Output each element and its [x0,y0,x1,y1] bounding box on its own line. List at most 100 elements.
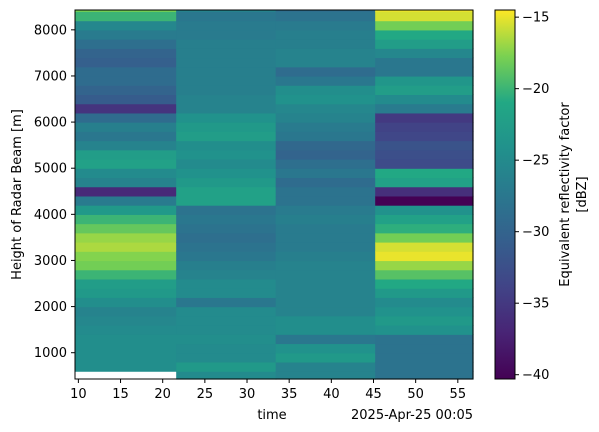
heatmap-cell-1-31 [176,85,277,96]
heatmap-cell-3-8 [375,297,474,308]
heatmap-cell-1-36 [176,39,277,49]
heatmap-cell-2-3 [275,343,376,354]
colorbar-tick-label: −30 [522,225,549,240]
x-tick-label: 20 [154,387,171,402]
heatmap-cell-1-37 [176,29,277,40]
heatmap-cell-2-39 [275,11,376,22]
heatmap-cell-2-16 [275,223,376,234]
heatmap-cell-3-22 [375,168,474,179]
heatmap-cell-2-31 [275,85,376,96]
heatmap-cell-1-3 [176,343,277,354]
heatmap-cell-3-29 [375,103,474,114]
heatmap-cell-1-40 [176,10,277,12]
heatmap-cell-0-36 [75,29,177,40]
heatmap-cell-3-40 [375,10,474,12]
heatmap-cell-3-6 [375,315,474,326]
x-tick-label: 35 [281,387,298,402]
heatmap-cell-1-13 [176,251,277,262]
heatmap-cell-2-11 [275,269,376,280]
heatmap-cell-2-19 [275,195,376,206]
heatmap-cell-2-8 [275,297,376,308]
heatmap-cell-3-32 [375,75,474,86]
heatmap-cell-0-18 [75,195,177,206]
y-tick-label: 3000 [34,254,67,269]
y-tick-label: 6000 [34,116,67,131]
heatmap-cell-2-9 [275,288,376,298]
x-tick-label: 30 [239,387,256,402]
colorbar-ticks: −40 −35 −30 −25 −20 −15 [515,11,549,383]
heatmap-cell-2-12 [275,260,376,271]
heatmap-cell-2-30 [275,94,376,105]
heatmap-cell-0-6 [75,306,177,317]
x-tick-label: 55 [450,387,467,402]
heatmap-cell-0-29 [75,94,177,105]
heatmap-cell-1-18 [176,205,277,215]
heatmap-cell-2-26 [275,131,376,142]
heatmap-cell-3-17 [375,214,474,225]
heatmap-cell-0-8 [75,288,177,298]
heatmap-cell-3-0 [375,371,474,380]
heatmap-cell-2-36 [275,39,376,49]
heatmap-cell-0-33 [75,57,177,68]
heatmap-cell-0-24 [75,140,177,151]
colorbar-tick-label: −40 [522,368,549,383]
heatmap-cell-3-15 [375,232,474,243]
heatmap-cell-3-18 [375,205,474,215]
x-tick-label: 45 [365,387,382,402]
heatmap-cell-2-4 [275,334,376,345]
heatmap-cell-0-32 [75,66,177,77]
y-axis-label: Height of Radar Beam [m] [10,109,25,280]
heatmap-cell-1-25 [176,140,277,151]
heatmap-cell-1-1 [176,361,277,372]
heatmap-cell-1-24 [176,149,277,160]
heatmap-cell-1-14 [176,242,277,252]
colorbar [494,9,516,380]
heatmap-cell-3-24 [375,149,474,160]
colorbar-tick-label: −15 [522,11,549,26]
heatmap-cell-2-38 [275,20,376,31]
heatmap-cell-2-14 [275,242,376,252]
heatmap-cell-1-2 [176,352,277,363]
y-tick-label: 2000 [34,300,67,315]
x-axis-ticks: 10 15 20 25 30 35 40 45 50 55 [70,379,466,402]
heatmap-cell-3-1 [375,361,474,372]
heatmap-cell-0-13 [75,242,177,252]
heatmap-cell-1-9 [176,288,277,298]
y-tick-label: 1000 [34,346,67,361]
heatmap-cell-0-7 [75,297,177,308]
colorbar-tick-label: −35 [522,297,549,312]
heatmap-cell-2-18 [275,205,376,215]
heatmap-cell-0-27 [75,112,177,123]
heatmap-cell-2-5 [275,325,376,335]
heatmap-cell-0-31 [75,75,177,86]
heatmap-cell-0-19 [75,186,177,197]
x-tick-label: 25 [197,387,214,402]
heatmap-cell-3-19 [375,195,474,206]
heatmap-cell-2-25 [275,140,376,151]
heatmap-cell-1-21 [176,177,277,188]
plot-frame [74,9,474,380]
heatmap-cell-1-28 [176,112,277,123]
heatmap-cell-2-10 [275,278,376,289]
heatmap-cell-0-9 [75,278,177,289]
heatmap-cell-3-13 [375,251,474,262]
heatmap-cell-3-28 [375,112,474,123]
heatmap-cell-3-14 [375,242,474,252]
heatmap-cell-1-22 [176,168,277,179]
heatmap-cell-2-22 [275,168,376,179]
heatmap-cell-1-12 [176,260,277,271]
heatmap-cell-2-7 [275,306,376,317]
heatmap-cell-2-15 [275,232,376,243]
heatmap-cell-0-12 [75,251,177,262]
heatmap-cell-2-17 [275,214,376,225]
heatmap-cell-0-26 [75,122,177,132]
heatmap-cell-1-30 [176,94,277,105]
colorbar-label-unit: [dBZ] [575,176,590,212]
heatmap-cell-0-39 [75,10,177,12]
heatmap-cell-3-37 [375,29,474,40]
colorbar-label: Equivalent reflectivity factor [558,102,573,287]
heatmap-cell-1-38 [176,20,277,31]
x-tick-label: 10 [70,387,87,402]
heatmap-cell-2-21 [275,177,376,188]
heatmap-cell-3-9 [375,288,474,298]
